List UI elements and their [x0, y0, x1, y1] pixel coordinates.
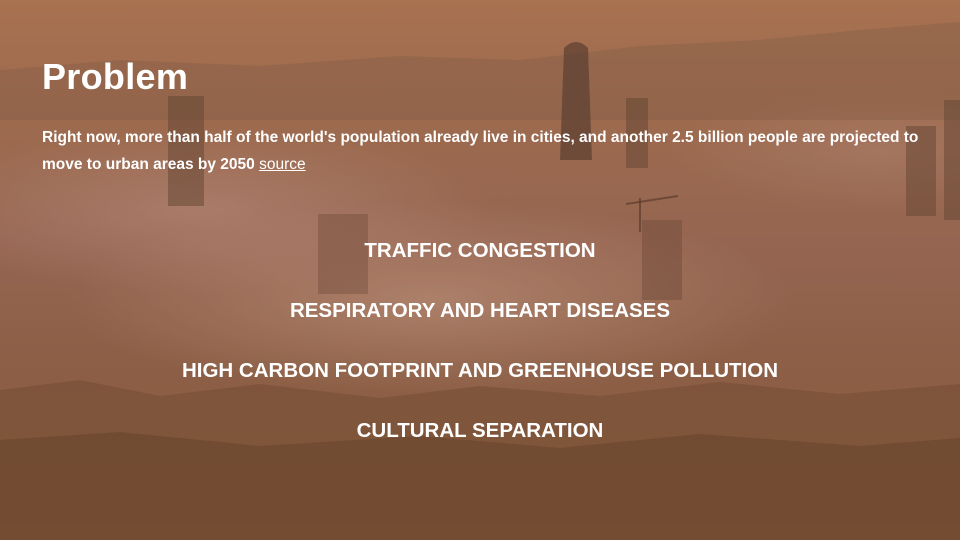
- issue-item-traffic-congestion: TRAFFIC CONGESTION: [364, 239, 596, 262]
- source-link[interactable]: source: [259, 156, 306, 173]
- slide-title: Problem: [42, 56, 189, 97]
- issues-list: TRAFFIC CONGESTION RESPIRATORY AND HEART…: [0, 236, 960, 476]
- issue-item-respiratory-heart-diseases: RESPIRATORY AND HEART DISEASES: [289, 299, 671, 322]
- issue-item-carbon-footprint: HIGH CARBON FOOTPRINT AND GREENHOUSE POL…: [181, 359, 779, 382]
- description-text: Right now, more than half of the world's…: [42, 129, 919, 173]
- issue-item-cultural-separation: CULTURAL SEPARATION: [356, 419, 604, 442]
- problem-description: Right now, more than half of the world's…: [42, 124, 922, 178]
